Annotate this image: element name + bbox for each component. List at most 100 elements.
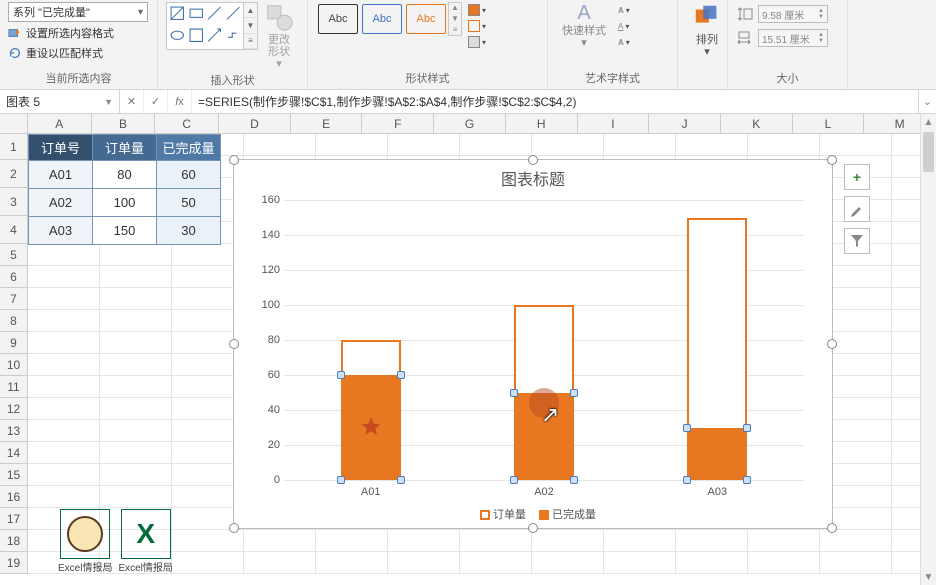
chart-filter-button[interactable] bbox=[844, 228, 870, 254]
row-header[interactable]: 11 bbox=[0, 376, 28, 398]
ribbon-group-shape-styles: Abc Abc Abc ▲▼≡ ▾ ▾ ▾ 形状样式 bbox=[308, 0, 548, 89]
reset-style-label: 重设以匹配样式 bbox=[26, 45, 103, 61]
selection-handle[interactable] bbox=[337, 371, 345, 379]
selection-handle[interactable] bbox=[683, 424, 691, 432]
table-cell[interactable]: 150 bbox=[93, 217, 157, 245]
row-header[interactable]: 5 bbox=[0, 244, 28, 266]
reset-style-button[interactable]: 重设以匹配样式 bbox=[8, 44, 103, 62]
table-cell[interactable]: A03 bbox=[29, 217, 93, 245]
width-value: 15.51 厘米 bbox=[762, 31, 810, 46]
row-header[interactable]: 18 bbox=[0, 530, 28, 552]
chart-title[interactable]: 图表标题 bbox=[234, 166, 832, 190]
column-header[interactable]: E bbox=[291, 114, 363, 133]
accept-fx-button[interactable]: ✓ bbox=[144, 90, 168, 113]
row-header[interactable]: 7 bbox=[0, 288, 28, 310]
selection-handle[interactable] bbox=[683, 476, 691, 484]
text-fill-button[interactable]: A▾ bbox=[618, 2, 630, 18]
cell-area[interactable]: 订单号 订单量 已完成量 A018060A0210050A0315030 图表标… bbox=[28, 134, 936, 574]
row-header[interactable]: 17 bbox=[0, 508, 28, 530]
arrange-button[interactable]: 排列▾ bbox=[686, 2, 728, 58]
row-header[interactable]: 14 bbox=[0, 442, 28, 464]
table-cell[interactable]: A02 bbox=[29, 189, 93, 217]
abc-style-3[interactable]: Abc bbox=[406, 4, 446, 34]
row-header[interactable]: 4 bbox=[0, 216, 28, 244]
row-header[interactable]: 19 bbox=[0, 552, 28, 574]
chart-elements-button[interactable]: + bbox=[844, 164, 870, 190]
shape-gallery[interactable] bbox=[166, 2, 244, 50]
column-header[interactable]: H bbox=[506, 114, 578, 133]
row-header[interactable]: 1 bbox=[0, 134, 28, 160]
column-header[interactable]: K bbox=[721, 114, 793, 133]
scroll-down[interactable]: ▼ bbox=[921, 569, 936, 585]
table-cell[interactable]: 50 bbox=[157, 189, 221, 217]
height-input[interactable]: 9.58 厘米▲▼ bbox=[758, 5, 828, 23]
selection-handle[interactable] bbox=[510, 476, 518, 484]
table-cell[interactable]: 80 bbox=[93, 161, 157, 189]
selection-handle[interactable] bbox=[397, 371, 405, 379]
name-box[interactable]: 图表 5 ▼ bbox=[0, 90, 120, 113]
column-header[interactable]: A bbox=[28, 114, 92, 133]
column-header[interactable]: J bbox=[649, 114, 721, 133]
format-selection-button[interactable]: 设置所选内容格式 bbox=[8, 24, 114, 42]
row-header[interactable]: 15 bbox=[0, 464, 28, 486]
row-header[interactable]: 3 bbox=[0, 188, 28, 216]
excel-icon: X bbox=[136, 518, 155, 550]
scroll-up[interactable]: ▲ bbox=[921, 114, 936, 130]
column-header[interactable]: G bbox=[434, 114, 506, 133]
series-selector[interactable]: 系列 "已完成量" ▾ bbox=[8, 2, 148, 22]
column-header[interactable]: B bbox=[92, 114, 156, 133]
shape-fill-button[interactable]: ▾ bbox=[468, 2, 486, 18]
text-outline-button[interactable]: A▾ bbox=[618, 18, 630, 34]
row-header[interactable]: 2 bbox=[0, 160, 28, 188]
row-header[interactable]: 9 bbox=[0, 332, 28, 354]
chart-plot-area[interactable]: 020406080100120140160A01A02A03↖ bbox=[284, 200, 804, 480]
row-header[interactable]: 12 bbox=[0, 398, 28, 420]
change-shape-button[interactable]: 更改形状▾ bbox=[258, 2, 300, 70]
chevron-down-icon: ▼ bbox=[104, 97, 113, 107]
selection-handle[interactable] bbox=[743, 424, 751, 432]
column-header[interactable]: C bbox=[155, 114, 219, 133]
abc-style-1[interactable]: Abc bbox=[318, 4, 358, 34]
quick-style-button[interactable]: A 快速样式▾ bbox=[556, 2, 612, 49]
column-header[interactable]: L bbox=[793, 114, 865, 133]
fx-button[interactable]: fx bbox=[168, 90, 192, 113]
row-header[interactable]: 13 bbox=[0, 420, 28, 442]
chart-legend[interactable]: 订单量 已完成量 bbox=[234, 506, 832, 522]
table-header: 订单量 bbox=[93, 135, 157, 161]
scroll-thumb[interactable] bbox=[923, 132, 934, 172]
row-header[interactable]: 6 bbox=[0, 266, 28, 288]
row-header[interactable]: 16 bbox=[0, 486, 28, 508]
row-header[interactable]: 8 bbox=[0, 310, 28, 332]
row-header[interactable]: 10 bbox=[0, 354, 28, 376]
shape-gallery-scroll[interactable]: ▲▼≡ bbox=[244, 2, 258, 50]
shape-outline-button[interactable]: ▾ bbox=[468, 18, 486, 34]
select-all-corner[interactable] bbox=[0, 114, 28, 133]
formula-expand[interactable]: ⌄ bbox=[918, 90, 936, 113]
y-axis-label: 120 bbox=[262, 264, 280, 276]
abc-more[interactable]: ▲▼≡ bbox=[448, 2, 462, 36]
selection-handle[interactable] bbox=[510, 389, 518, 397]
chart-styles-button[interactable] bbox=[844, 196, 870, 222]
column-header[interactable]: D bbox=[219, 114, 291, 133]
cancel-fx-button[interactable]: ✕ bbox=[120, 90, 144, 113]
mascot-icon bbox=[67, 516, 103, 552]
width-input[interactable]: 15.51 厘米▲▼ bbox=[758, 29, 828, 47]
selection-handle[interactable] bbox=[743, 476, 751, 484]
table-cell[interactable]: 100 bbox=[93, 189, 157, 217]
chart-object[interactable]: 图表标题 020406080100120140160A01A02A03↖ 订单量… bbox=[233, 159, 833, 529]
vertical-scrollbar[interactable]: ▲ ▼ bbox=[920, 114, 936, 585]
table-cell[interactable]: 60 bbox=[157, 161, 221, 189]
shape-effects-button[interactable]: ▾ bbox=[468, 34, 486, 50]
column-header[interactable]: I bbox=[578, 114, 650, 133]
column-header[interactable]: F bbox=[362, 114, 434, 133]
formula-input[interactable]: =SERIES(制作步骤!$C$1,制作步骤!$A$2:$A$4,制作步骤!$C… bbox=[192, 90, 918, 113]
selection-handle[interactable] bbox=[397, 476, 405, 484]
bar-inner[interactable] bbox=[687, 428, 747, 481]
text-effects-button[interactable]: A▾ bbox=[618, 34, 630, 50]
table-cell[interactable]: 30 bbox=[157, 217, 221, 245]
abc-style-2[interactable]: Abc bbox=[362, 4, 402, 34]
selection-handle[interactable] bbox=[570, 389, 578, 397]
selection-handle[interactable] bbox=[570, 476, 578, 484]
table-cell[interactable]: A01 bbox=[29, 161, 93, 189]
selection-handle[interactable] bbox=[337, 476, 345, 484]
